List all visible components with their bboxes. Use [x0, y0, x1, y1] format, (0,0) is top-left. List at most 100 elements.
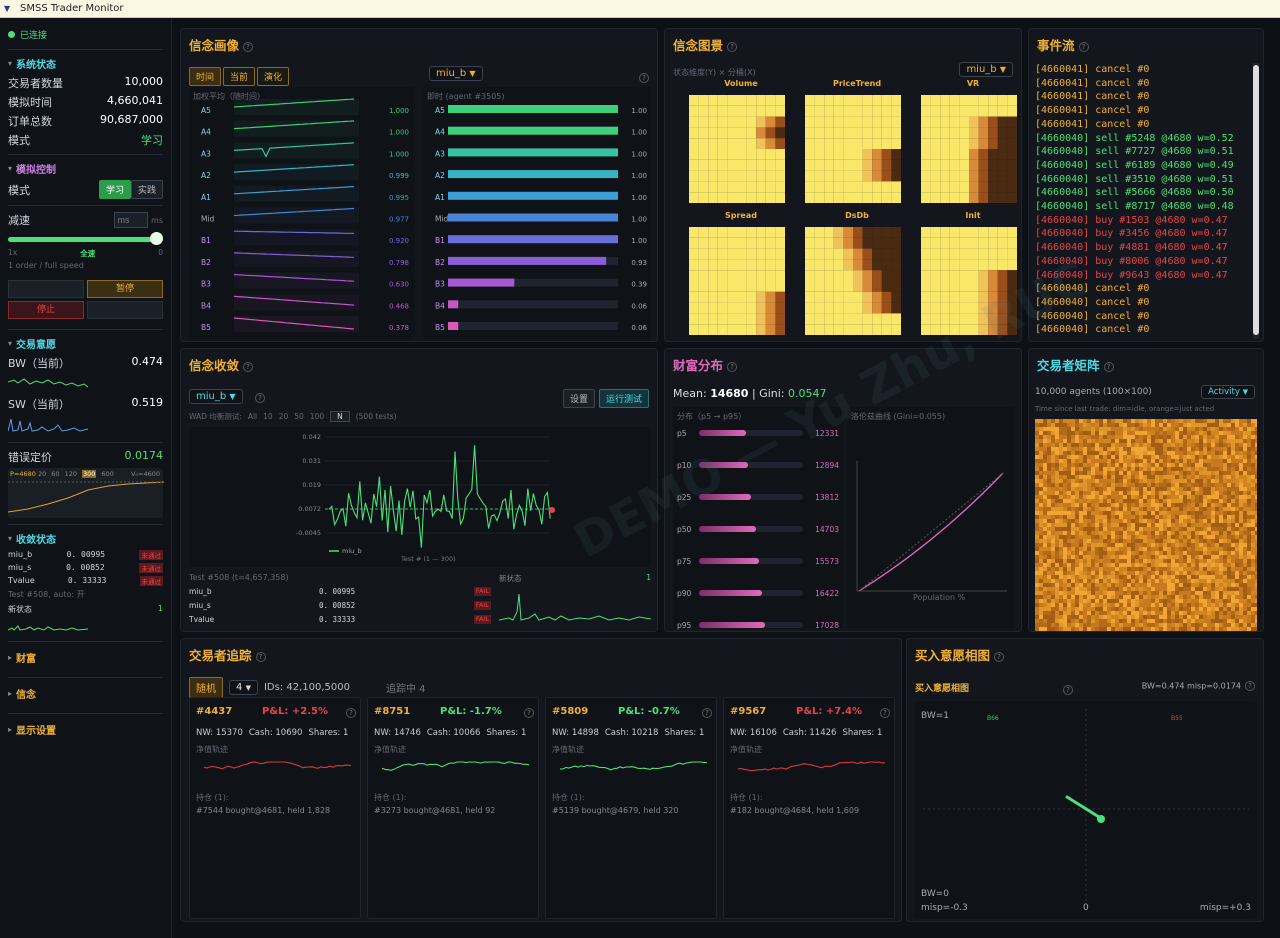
chevron-down-icon: ▼: [1242, 388, 1248, 396]
collapsed-section[interactable]: ▸ 财富: [8, 653, 37, 665]
section-willing[interactable]: ▾ 交易意愿: [8, 339, 57, 351]
random-button[interactable]: 随机: [189, 677, 223, 698]
fail-badge: FAIL: [473, 587, 491, 596]
help-icon[interactable]: ?: [727, 361, 738, 372]
tracker-count-select[interactable]: 4 ▼: [229, 680, 258, 695]
system-row: 交易者数量 10,000: [8, 75, 163, 90]
phase-stats: BW=0.474 misp=0.0174?: [1142, 681, 1255, 691]
event-item: [4660040] cancel #0: [1035, 296, 1150, 308]
help-icon[interactable]: ?: [243, 361, 254, 372]
wad-option[interactable]: 20: [278, 412, 289, 421]
conv-row: Tvalue 0. 33333 未通过: [8, 576, 163, 586]
sw-sparkline: [7, 418, 89, 432]
trader-card[interactable]: #4437 P&L: +2.5%? NW: 15370 Cash: 10690 Shar…: [189, 697, 361, 919]
agent-matrix-title: 交易者矩阵?: [1037, 355, 1114, 374]
belief-left-chart: 加权平均（随时间） A5 1.000 A4 1.000 A3 1.000 A2 0.999 A1…: [189, 87, 415, 339]
wad-option[interactable]: 50: [294, 412, 304, 421]
percentile-bar: [699, 558, 760, 564]
mode-live-button[interactable]: 实践: [130, 180, 163, 199]
help-icon[interactable]: ?: [727, 41, 738, 52]
help-icon[interactable]: ?: [639, 73, 649, 83]
percentile-row: p90 16422: [677, 588, 839, 598]
help-icon[interactable]: ?: [880, 708, 890, 718]
belief-portrait-select[interactable]: miu_b ▼: [429, 66, 483, 81]
section-system[interactable]: ▾ 系统状态: [8, 59, 57, 71]
belief-right-value: 1.00: [631, 237, 647, 245]
wad-option[interactable]: 100: [309, 412, 325, 421]
matrix-select[interactable]: Activity ▼: [1201, 385, 1255, 399]
belief-portrait-title: 信念画像?: [189, 35, 254, 54]
help-icon[interactable]: ?: [1078, 41, 1089, 52]
current-point: [549, 507, 555, 513]
section-convergence[interactable]: ▾ 收敛状态: [8, 534, 57, 546]
help-icon[interactable]: ?: [1103, 361, 1114, 372]
heatmap[interactable]: [685, 223, 785, 337]
heatmap[interactable]: [801, 223, 901, 337]
event-item: [4660041] cancel #0: [1035, 118, 1150, 130]
agent-matrix-panel: 交易者矩阵? 10,000 agents (100×100) Activity …: [1028, 348, 1264, 632]
run-test-button[interactable]: 运行测试: [598, 389, 649, 408]
system-row: 模拟时间 4,660,041: [8, 94, 163, 109]
belief-row-label: A2: [435, 171, 445, 180]
pause-button[interactable]: 暂停: [87, 280, 163, 298]
collapsed-section[interactable]: ▸ 信念: [8, 689, 37, 701]
connection-status: 已连接: [8, 28, 163, 41]
phase-panel: 买入意愿相图? 买入意愿相图 ? BW=0.474 misp=0.0174? B…: [906, 638, 1264, 922]
trader-card[interactable]: #8751 P&L: -1.7%? NW: 14746 Cash: 10066 Shar…: [367, 697, 539, 919]
help-icon[interactable]: ?: [1245, 681, 1255, 691]
belief-bar: [448, 191, 618, 200]
start-button[interactable]: [8, 280, 84, 298]
wad-input[interactable]: N: [330, 411, 350, 422]
landscape-select[interactable]: miu_b ▼: [959, 62, 1013, 77]
help-icon[interactable]: ?: [255, 393, 265, 403]
mis-tick[interactable]: 60: [51, 470, 60, 478]
event-scrollbar[interactable]: [1253, 63, 1259, 339]
wealth-summary: Mean: 14680 | Gini: 0.0547: [673, 387, 827, 400]
event-item: [4660040] buy #3456 @4680 w=0.47: [1035, 228, 1228, 240]
belief-right-value: 0.93: [631, 259, 647, 267]
event-list[interactable]: [4660041] cancel #0 [4660041] cancel #0 [4…: [1035, 63, 1251, 339]
help-icon[interactable]: ?: [243, 41, 254, 52]
event-item: [4660040] sell #8717 @4680 w=0.48: [1035, 201, 1234, 213]
help-icon[interactable]: ?: [255, 651, 266, 662]
speed-slider[interactable]: [8, 232, 163, 246]
belief-left-value: 0.977: [389, 216, 409, 224]
mis-tick[interactable]: 20: [38, 470, 47, 478]
scrollbar-thumb[interactable]: [1253, 65, 1259, 335]
collapsed-section[interactable]: ▸ 显示设置: [8, 725, 57, 737]
convergence-chart: 0.042 0.031 0.019 0.0072 -0.0045 miu_b Test # …: [189, 427, 651, 567]
tab-1[interactable]: 当前: [223, 67, 256, 86]
section-control[interactable]: ▾ 模拟控制: [8, 164, 57, 176]
settings-button[interactable]: 设置: [562, 389, 595, 408]
speed-input[interactable]: [113, 212, 148, 228]
belief-row-label: B5: [201, 323, 211, 332]
mode-learn-button[interactable]: 学习: [98, 180, 131, 199]
event-item: [4660040] buy #9643 @4680 w=0.47: [1035, 269, 1228, 281]
help-icon[interactable]: ?: [524, 708, 534, 718]
event-stream-title: 事件流?: [1037, 35, 1089, 54]
heatmap[interactable]: [685, 91, 785, 205]
slider-handle[interactable]: [150, 232, 163, 245]
tab-2[interactable]: 演化: [257, 67, 290, 86]
tab-0[interactable]: 时间: [189, 67, 222, 86]
mis-tick[interactable]: 600: [101, 470, 114, 478]
help-icon[interactable]: ?: [702, 708, 712, 718]
y-tick: 0.031: [302, 457, 321, 465]
help-icon[interactable]: ?: [346, 708, 356, 718]
heatmap[interactable]: [801, 91, 901, 205]
heatmap[interactable]: [917, 223, 1017, 337]
mis-tick[interactable]: 300: [81, 470, 97, 478]
stop-button[interactable]: 停止: [8, 301, 84, 319]
agent-matrix-grid[interactable]: [1035, 419, 1257, 631]
trader-card[interactable]: #5809 P&L: -0.7%? NW: 14898 Cash: 10218 Shar…: [545, 697, 717, 919]
mis-tick[interactable]: 120: [64, 470, 77, 478]
step-button[interactable]: [87, 301, 163, 319]
help-icon[interactable]: ?: [1063, 685, 1073, 695]
trader-card[interactable]: #9567 P&L: +7.4%? NW: 16106 Cash: 11426 Shar…: [723, 697, 895, 919]
wad-option[interactable]: 10: [263, 412, 273, 421]
app-logo-icon: ▼: [4, 3, 11, 13]
wad-option[interactable]: All: [247, 412, 258, 421]
convergence-select[interactable]: miu_b ▼: [189, 389, 243, 404]
heatmap[interactable]: [917, 91, 1017, 205]
help-icon[interactable]: ?: [994, 651, 1005, 662]
